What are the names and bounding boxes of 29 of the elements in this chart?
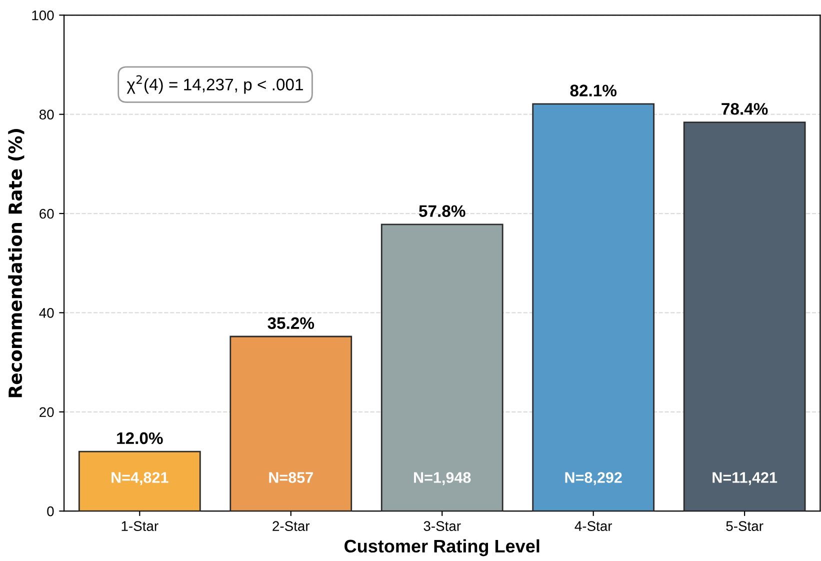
y-tick-label: 0 bbox=[47, 506, 54, 516]
y-tick-label: 20 bbox=[40, 407, 54, 418]
x-tick-label: 3-Star bbox=[424, 521, 461, 531]
data-label: 57.8% bbox=[418, 205, 466, 217]
data-label: 82.1% bbox=[570, 84, 617, 96]
data-label: 78.4% bbox=[722, 103, 768, 115]
annotation: N=857 bbox=[269, 472, 313, 483]
bar bbox=[532, 103, 655, 512]
x-tick-label: 1-Star bbox=[122, 521, 158, 531]
data-label: 12.0% bbox=[117, 432, 163, 444]
y-tick-label: 100 bbox=[32, 10, 54, 20]
annotation: N=4,821 bbox=[112, 472, 168, 486]
bar bbox=[380, 224, 504, 512]
annotation: χ$^{2}$(4) = 14,237, p < .001 bbox=[126, 75, 303, 94]
y-tick-label: 40 bbox=[39, 308, 54, 318]
x-axis-title: Customer Rating Level bbox=[344, 539, 540, 556]
y-tick-label: 60 bbox=[40, 208, 54, 219]
x-tick-label: 5-Star bbox=[726, 521, 764, 531]
y-axis-title: Recommendation Rate (%) bbox=[8, 129, 24, 398]
y-tick-label: 80 bbox=[39, 110, 54, 120]
annotation: N=11,421 bbox=[712, 472, 778, 486]
annotation: N=8,292 bbox=[565, 472, 622, 486]
data-label: 35.2% bbox=[268, 317, 314, 330]
x-tick-label: 2-Star bbox=[272, 521, 310, 531]
annotation: N=1,948 bbox=[414, 472, 471, 486]
bar bbox=[683, 122, 806, 512]
bar bbox=[230, 336, 352, 512]
x-tick-label: 4-Star bbox=[574, 521, 612, 531]
bar bbox=[78, 450, 201, 512]
